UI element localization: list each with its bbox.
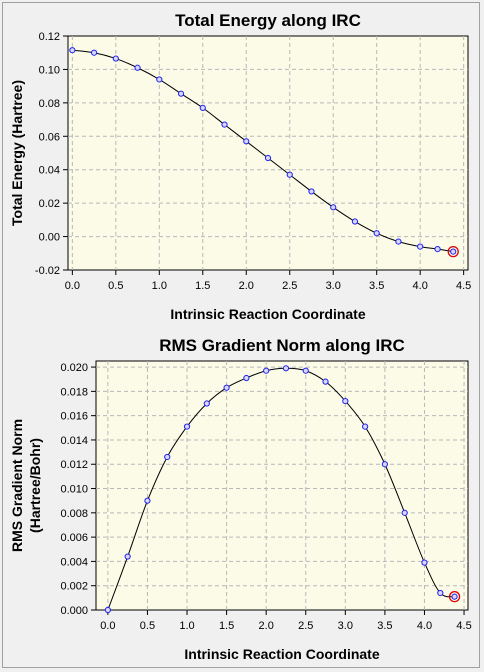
- data-point[interactable]: [124, 553, 131, 560]
- y-axis-label: Total Energy (Hartree): [9, 80, 25, 226]
- data-point[interactable]: [164, 453, 171, 461]
- data-point[interactable]: [69, 47, 76, 54]
- x-tick-label: 0.0: [100, 620, 115, 632]
- chart-2: RMS Gradient Norm along IRC 0.0 0.5 1.0 1.5 2…: [9, 336, 472, 662]
- data-point[interactable]: [417, 243, 424, 250]
- y-tick-label: 0.06: [39, 131, 60, 143]
- current-point-marker[interactable]: [447, 245, 459, 258]
- data-point[interactable]: [395, 238, 402, 245]
- x-tick-label: 3.5: [369, 280, 384, 292]
- x-tick-label: 2.5: [298, 620, 313, 632]
- y-tick-label: 0.000: [60, 605, 88, 617]
- y-tick-label: 0.012: [60, 459, 88, 471]
- current-point-marker[interactable]: [448, 590, 461, 603]
- x-axis-label: Intrinsic Reaction Coordinate: [184, 646, 379, 662]
- data-point[interactable]: [308, 188, 315, 195]
- y-tick-label: -0.02: [35, 265, 60, 277]
- x-tick-label: 1.5: [219, 620, 234, 632]
- data-point[interactable]: [203, 400, 210, 407]
- chart-1: Total Energy along IRC 0.0 0.5 1.0 1.5 2.0 2.5…: [9, 11, 471, 322]
- data-point[interactable]: [221, 121, 228, 128]
- x-tick-label: 4.0: [413, 280, 428, 292]
- y-tick-label: 0.08: [39, 98, 60, 110]
- data-point[interactable]: [401, 509, 408, 516]
- chart-title: Total Energy along IRC: [175, 11, 361, 30]
- y-tick-label: 0.020: [60, 362, 88, 374]
- x-tick-label: 2.5: [282, 280, 297, 292]
- chart-title: RMS Gradient Norm along IRC: [159, 336, 405, 355]
- x-tick-label: 1.0: [179, 620, 194, 632]
- y-axis-label: RMS Gradient Norm: [9, 419, 25, 552]
- x-tick-label: 0.0: [65, 280, 80, 292]
- y-tick-label: 0.12: [39, 31, 60, 43]
- data-point[interactable]: [450, 248, 457, 255]
- y-tick-label: 0.006: [60, 532, 88, 544]
- data-point[interactable]: [243, 374, 250, 382]
- plot-area: [95, 360, 469, 611]
- x-tick-label: 0.5: [140, 620, 155, 632]
- data-point[interactable]: [156, 76, 163, 83]
- data-point[interactable]: [286, 171, 293, 178]
- y-tick-label: 0.018: [60, 386, 88, 398]
- data-point[interactable]: [112, 55, 119, 62]
- plot-area: [67, 35, 469, 271]
- x-tick-label: 3.0: [338, 620, 353, 632]
- y-tick-label: 0.04: [39, 165, 60, 177]
- y-tick-label: 0.00: [39, 232, 60, 244]
- y-tick-label: 0.02: [39, 198, 60, 210]
- x-tick-label: 4.5: [456, 620, 471, 632]
- data-point[interactable]: [144, 497, 151, 504]
- data-point[interactable]: [263, 367, 270, 374]
- x-tick-label: 3.5: [377, 620, 392, 632]
- y-tick-label: 0.002: [60, 581, 88, 593]
- data-point[interactable]: [451, 593, 458, 600]
- x-tick-label: 1.5: [195, 280, 210, 292]
- y-axis-label: (Hartree/Bohr): [27, 438, 43, 533]
- data-point[interactable]: [223, 384, 230, 391]
- data-point[interactable]: [264, 154, 272, 162]
- data-point[interactable]: [302, 367, 309, 374]
- x-tick-label: 4.0: [417, 620, 432, 632]
- x-axis-label: Intrinsic Reaction Coordinate: [170, 306, 365, 322]
- data-point[interactable]: [421, 559, 428, 566]
- data-point[interactable]: [381, 461, 388, 468]
- data-point[interactable]: [134, 64, 141, 71]
- data-point[interactable]: [351, 218, 359, 225]
- x-tick-label: 2.0: [239, 280, 254, 292]
- y-tick-label: 0.016: [60, 411, 88, 423]
- data-point[interactable]: [282, 365, 290, 372]
- x-tick-label: 3.0: [326, 280, 341, 292]
- data-point[interactable]: [90, 49, 98, 56]
- data-point[interactable]: [342, 397, 349, 405]
- y-tick-label: 0.10: [39, 64, 60, 76]
- data-point[interactable]: [322, 378, 329, 385]
- data-point[interactable]: [362, 423, 369, 430]
- y-tick-label: 0.004: [60, 556, 88, 568]
- y-tick-label: 0.010: [60, 484, 88, 496]
- x-tick-label: 2.0: [259, 620, 274, 632]
- data-point[interactable]: [177, 90, 185, 97]
- data-point[interactable]: [243, 138, 250, 145]
- data-point[interactable]: [330, 204, 337, 211]
- x-tick-label: 4.5: [456, 280, 471, 292]
- data-point[interactable]: [434, 246, 441, 253]
- x-tick-label: 0.5: [108, 280, 123, 292]
- y-tick-label: 0.008: [60, 508, 88, 520]
- data-point[interactable]: [373, 230, 380, 237]
- data-point[interactable]: [183, 423, 191, 430]
- data-point[interactable]: [104, 606, 111, 614]
- data-point[interactable]: [199, 104, 206, 111]
- data-point[interactable]: [437, 589, 444, 597]
- y-tick-label: 0.014: [60, 435, 88, 447]
- x-tick-label: 1.0: [152, 280, 167, 292]
